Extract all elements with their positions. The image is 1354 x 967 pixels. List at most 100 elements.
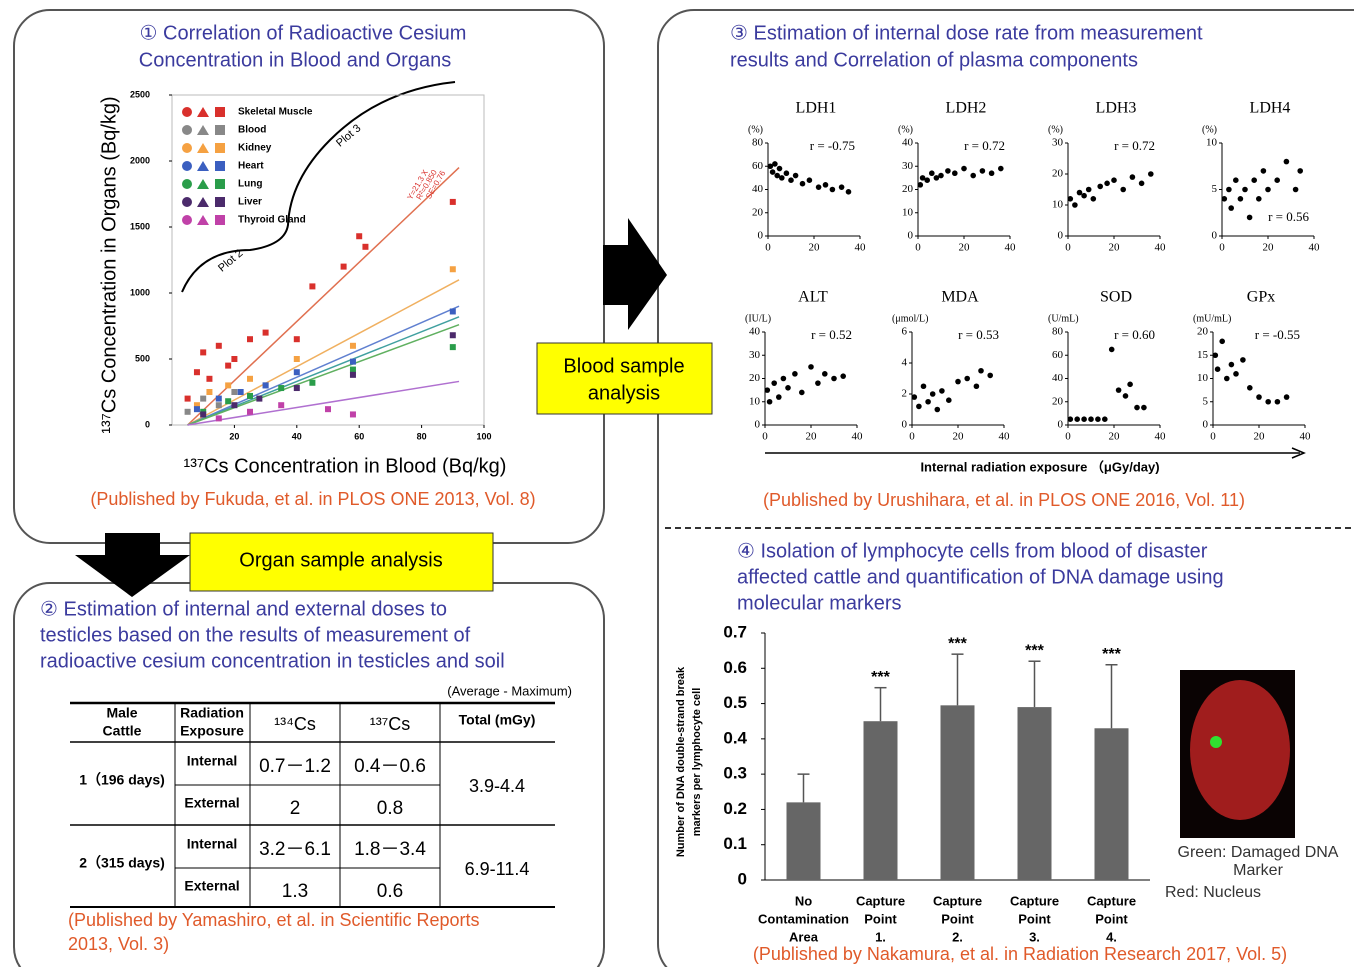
x-tick-label: Point — [941, 911, 974, 926]
table-lines — [70, 701, 555, 908]
panel-title: ① Correlation of Radioactive Cesium — [140, 22, 467, 44]
y-tick-label: 20 — [1197, 326, 1209, 338]
point — [924, 177, 930, 183]
x-tick-label: 0 — [915, 242, 921, 254]
point — [1081, 416, 1087, 422]
citation: (Published by Fukuda, et al. in PLOS ONE… — [90, 489, 535, 509]
x-tick-label: Point — [1095, 911, 1128, 926]
point — [815, 184, 822, 190]
point — [247, 408, 253, 415]
point — [278, 385, 285, 392]
point — [1256, 394, 1262, 400]
point — [256, 395, 263, 402]
y-tick-label: 500 — [135, 353, 150, 363]
point — [200, 411, 207, 418]
note: (Average - Maximum) — [447, 683, 572, 698]
point — [1265, 398, 1271, 405]
table-header: Exposure — [180, 723, 244, 739]
y-tick-label: 0.7 — [723, 622, 747, 641]
point — [349, 371, 356, 378]
point — [293, 336, 300, 343]
legend-marker — [215, 125, 225, 135]
y-tick-label: 20 — [749, 372, 761, 384]
point — [1274, 398, 1281, 405]
x-tick-label: 40 — [1155, 431, 1167, 443]
point — [783, 170, 790, 177]
plot-frame — [171, 94, 485, 426]
point — [449, 332, 456, 339]
point — [939, 388, 945, 394]
y-tick-label: 20 — [902, 183, 914, 195]
point — [1233, 177, 1239, 183]
legend-marker — [197, 125, 209, 135]
point — [1138, 180, 1145, 187]
x-tick-label: 40 — [292, 431, 302, 441]
panel-title: ② Estimation of internal and external do… — [40, 598, 447, 620]
point — [987, 372, 993, 379]
x-tick-label: 1. — [875, 929, 886, 944]
point — [952, 170, 958, 177]
point — [911, 394, 918, 400]
y-tick-label: 0 — [758, 230, 764, 242]
point — [916, 403, 922, 410]
x-tick-label: 0 — [1219, 242, 1225, 254]
chart-title: ALT — [798, 289, 828, 306]
y-tick-label: 0.3 — [723, 764, 747, 783]
point — [1224, 375, 1230, 382]
point — [449, 198, 456, 205]
point — [1074, 416, 1080, 422]
point — [206, 375, 213, 382]
x-tick-label: 0 — [1210, 431, 1216, 443]
point — [1297, 168, 1303, 174]
point — [1247, 385, 1253, 391]
r-label: r = 0.60 — [1114, 327, 1155, 342]
point — [769, 169, 776, 175]
point — [206, 389, 213, 395]
point — [979, 168, 986, 174]
point — [1233, 371, 1239, 377]
point — [938, 172, 944, 179]
legend-marker — [215, 197, 225, 207]
y-unit: (%) — [1202, 124, 1217, 135]
y-axis-label: Number of DNA double-strand break — [675, 666, 687, 857]
y-unit: (mU/mL) — [1193, 313, 1231, 324]
legend-marker — [215, 179, 225, 189]
point — [1226, 186, 1232, 193]
y-tick-label: 30 — [902, 160, 914, 172]
point — [225, 382, 232, 389]
panel-title: ③ Estimation of internal dose rate from … — [730, 22, 1203, 44]
point — [1120, 186, 1126, 193]
y-unit: (IU/L) — [745, 313, 771, 324]
y-tick-label: 4 — [902, 357, 908, 369]
point — [767, 163, 774, 170]
point — [1095, 416, 1101, 422]
point — [822, 182, 829, 188]
r-label: r = 0.72 — [1114, 138, 1155, 153]
point — [920, 383, 927, 390]
legend-marker — [215, 107, 225, 117]
point — [1283, 158, 1290, 165]
point — [840, 373, 846, 379]
y-tick-label: 2 — [902, 388, 908, 400]
point — [780, 375, 787, 382]
y-tick-label: 0 — [145, 419, 150, 429]
y-tick-label: 10 — [1052, 199, 1064, 211]
citation: 2013, Vol. 3) — [68, 934, 169, 954]
y-tick-label: 1500 — [130, 221, 150, 231]
y-tick-label: 30 — [749, 349, 761, 361]
point — [349, 358, 356, 365]
legend-marker — [182, 161, 192, 171]
point — [1067, 196, 1074, 202]
point — [829, 186, 836, 193]
table-cell: 2 — [290, 798, 301, 819]
x-tick-label: 100 — [476, 431, 491, 441]
panel-title: ④ Isolation of lymphocyte cells from blo… — [737, 540, 1208, 562]
point — [349, 366, 356, 373]
y-tick-label: 40 — [749, 326, 761, 338]
x-tick-label: Capture — [856, 893, 905, 908]
dna-marker — [1210, 736, 1222, 748]
point — [231, 356, 238, 362]
point — [822, 371, 828, 377]
point — [1108, 346, 1115, 353]
citation: (Published by Yamashiro, et al. in Scien… — [68, 910, 480, 930]
